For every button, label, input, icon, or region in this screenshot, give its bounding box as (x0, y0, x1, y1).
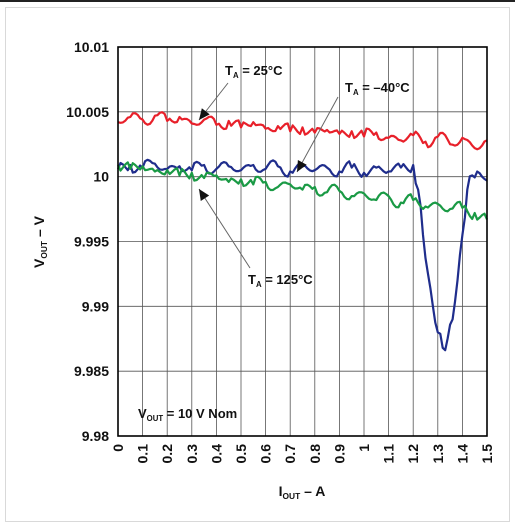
series-line-2 (116, 161, 489, 221)
annotation-vout-nom: VOUT = 10 V Nom (138, 406, 237, 423)
figure-frame (5, 7, 510, 522)
x-tick-label: 0.6 (258, 444, 274, 464)
x-tick-labels: 0 0.1 0.2 0.3 0.4 0.5 0.6 0.7 0.8 0.9 1 1.1 1.2 1.3 1.… (110, 444, 495, 464)
x-tick-label: 1.4 (454, 444, 470, 464)
y-tick-label: 10.01 (74, 39, 109, 55)
annotations: TA = 25°C TA = –40°C TA = 125°C VOUT = 10 V… (138, 63, 410, 423)
annotation-25c: TA = 25°C (225, 63, 283, 80)
leader-minus40c-line (296, 96, 339, 173)
y-tick-label: 9.995 (74, 234, 109, 250)
x-tick-label: 0.9 (331, 444, 347, 464)
x-tick-label: 0.5 (233, 444, 249, 464)
x-tick-label: 0.1 (135, 444, 151, 464)
leader-25c-arrowhead (199, 108, 210, 120)
x-tick-label: 0 (110, 444, 126, 452)
y-tick-label: 10 (93, 169, 109, 185)
y-tick-labels: 9.98 9.985 9.99 9.995 10 10.005 10.01 (66, 39, 109, 444)
grid (118, 47, 487, 436)
axis-labels: IOUT – A VOUT – V (31, 215, 325, 501)
x-tick-label: 0.3 (184, 444, 200, 464)
x-tick-label: 1.2 (405, 444, 421, 464)
x-tick-label: 0.8 (307, 444, 323, 464)
leader-125c-line (198, 188, 251, 269)
x-axis-label: IOUT – A (279, 483, 326, 501)
x-tick-label: 0.4 (208, 444, 224, 464)
y-tick-label: 10.005 (66, 104, 109, 120)
axis-frame (117, 46, 488, 437)
plot-border (117, 46, 488, 437)
y-tick-label: 9.99 (82, 298, 109, 314)
x-tick-label: 1.3 (430, 444, 446, 464)
series-line-0 (117, 111, 488, 151)
annotation-minus40c: TA = –40°C (345, 80, 410, 97)
x-tick-label: 1 (356, 444, 372, 452)
annotation-125c: TA = 125°C (248, 272, 313, 289)
leader-125c-arrowhead (199, 189, 210, 201)
y-tick-label: 9.98 (82, 428, 109, 444)
y-tick-label: 9.985 (74, 363, 109, 379)
x-tick-label: 1.5 (479, 444, 495, 464)
leader-minus40c-arrowhead (297, 159, 307, 172)
x-tick-label: 0.2 (159, 444, 175, 464)
x-tick-label: 0.7 (282, 444, 298, 464)
x-tick-label: 1.1 (381, 444, 397, 464)
top-rule (0, 0, 515, 2)
y-axis-label: VOUT – V (31, 215, 49, 268)
